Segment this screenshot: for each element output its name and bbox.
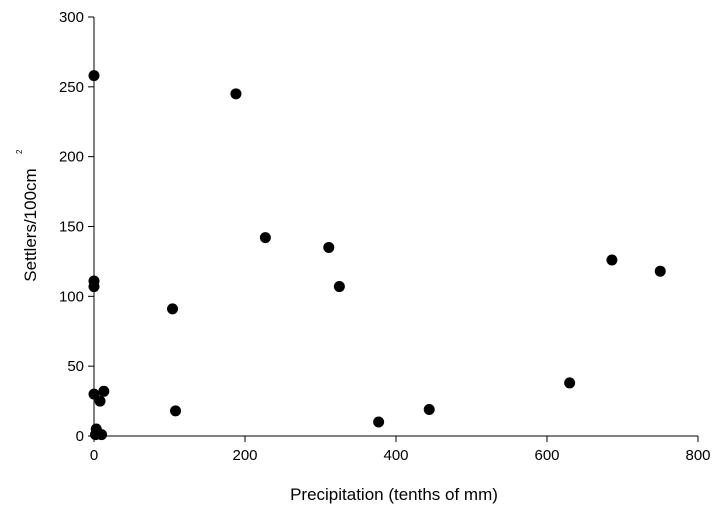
y-axis-ticks: 0 50 100 150 200 250 300 [59,9,94,445]
data-point [333,281,345,293]
data-point [88,70,100,82]
y-tick-label: 200 [59,149,84,166]
data-point [230,88,242,100]
y-axis-title: Settlers/100cm [21,168,40,281]
x-tick-label: 800 [685,447,710,464]
data-point [259,232,271,244]
data-point [167,303,179,315]
y-axis-title-superscript: 2 [15,149,24,154]
data-point [564,377,576,389]
data-point [94,395,106,407]
data-point [170,405,182,417]
data-point [606,254,618,266]
axes [93,17,698,437]
data-points [88,70,666,441]
x-tick-label: 400 [383,447,408,464]
x-tick-label: 200 [232,447,257,464]
data-point [423,403,435,415]
x-tick-label: 600 [534,447,559,464]
x-tick-label: 0 [90,447,98,464]
data-point [88,281,100,293]
y-tick-label: 150 [59,219,84,236]
data-point [96,429,108,441]
y-tick-label: 300 [59,9,84,26]
y-tick-label: 100 [59,288,84,305]
y-tick-label: 0 [76,428,84,445]
y-axis-title-group: Settlers/100cm 2 [15,149,40,282]
x-axis-title: Precipitation (tenths of mm) [290,485,498,504]
y-tick-label: 50 [67,358,84,375]
data-point [373,416,385,428]
data-point [98,385,110,397]
data-point [654,265,666,277]
y-tick-label: 250 [59,79,84,96]
data-point [323,241,335,253]
x-axis-ticks: 0 200 400 600 800 [90,436,711,464]
